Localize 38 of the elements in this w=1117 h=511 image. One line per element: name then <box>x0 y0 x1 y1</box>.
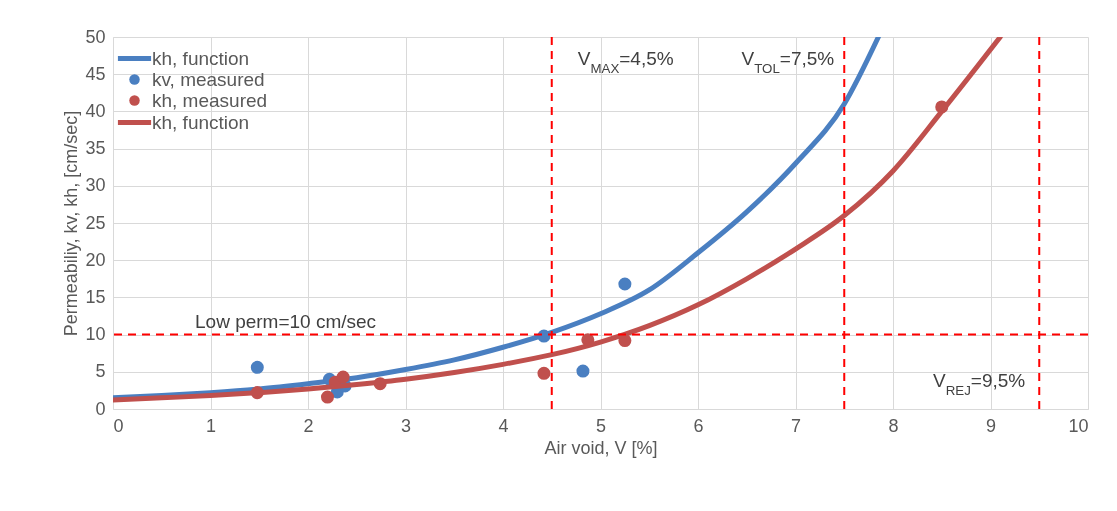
x-tick-label: 4 <box>498 415 509 436</box>
y-tick-label: 30 <box>85 175 106 196</box>
y-tick-label: 5 <box>95 361 106 382</box>
point <box>250 360 264 374</box>
x-axis-title: Air void, V [%] <box>544 437 658 458</box>
x-tick-label: 2 <box>303 415 314 436</box>
x-tick-label: 8 <box>888 415 899 436</box>
x-tick-label: 5 <box>595 415 607 436</box>
x-tick-label: 1 <box>205 415 217 436</box>
x-tick-label: 3 <box>400 415 412 436</box>
y-tick-label: 50 <box>85 26 106 47</box>
y-tick-label: 15 <box>85 286 106 307</box>
y-tick-label: 25 <box>85 212 106 233</box>
x-tick-label: 6 <box>693 415 704 436</box>
y-tick-label: 35 <box>85 138 106 159</box>
x-tick-label: 0 <box>113 415 124 436</box>
point <box>336 370 350 384</box>
legend-label: kh, function <box>152 47 250 69</box>
point <box>537 366 551 380</box>
x-tick-label: 7 <box>790 415 802 436</box>
ref-line-label: V$_{MAX}$=4,5% <box>577 48 674 76</box>
legend-label: kv, measured <box>152 68 265 90</box>
point <box>618 277 632 291</box>
y-tick-label: 10 <box>85 324 106 345</box>
y-tick-label: 45 <box>85 63 106 84</box>
y-axis-title: Permeabiliy, kv, kh, [cm/sec] <box>61 110 82 337</box>
x-tick-label: 9 <box>985 415 997 436</box>
x-tick-label: 10 <box>1068 415 1089 436</box>
ref-line-label: V$_{REJ}$=9,5% <box>933 370 1026 398</box>
point <box>320 390 335 404</box>
y-tick-label: 0 <box>95 398 106 419</box>
legend-label: kh, function <box>152 111 250 133</box>
legend-label: kh, measured <box>152 89 268 111</box>
ref-line-label: Low perm=10 cm/sec <box>195 310 377 332</box>
point <box>576 364 590 378</box>
ref-line-label: V$_{TOL}$=7,5% <box>741 48 835 76</box>
y-tick-label: 20 <box>85 249 106 270</box>
y-tick-label: 40 <box>85 100 106 121</box>
